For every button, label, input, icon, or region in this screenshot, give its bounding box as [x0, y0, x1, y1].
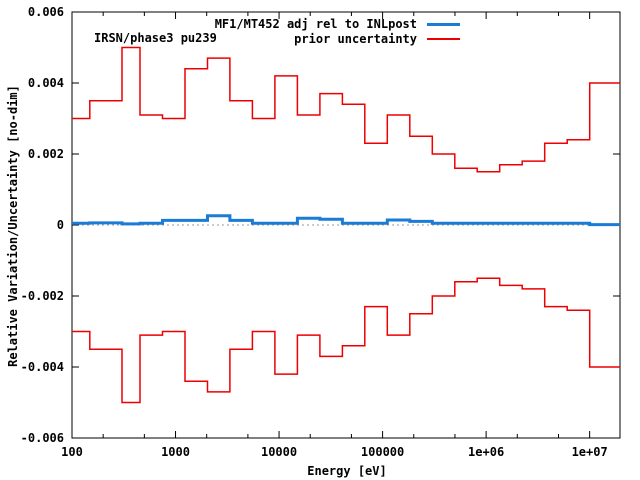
x-tick-label: 100 [61, 445, 83, 459]
y-tick-label: 0.004 [27, 76, 64, 90]
y-tick-label: -0.004 [20, 360, 64, 374]
legend-entry-adjustment: MF1/MT452 adj rel to INLpost [215, 17, 460, 31]
series-lower-prior-uncertainty [72, 277, 620, 404]
legend-line-sample-blue [427, 22, 460, 26]
legend: MF1/MT452 adj rel to INLpost prior uncer… [215, 17, 460, 46]
x-tick-label: 100000 [360, 445, 405, 459]
x-tick-label: 10000 [260, 445, 298, 459]
y-tick-label: 0.002 [27, 147, 64, 161]
series-upper-mf1-mt452-adj-rel-to-inlpost [72, 214, 620, 227]
y-tick-label: 0 [56, 218, 64, 232]
y-tick-label: 0.006 [27, 5, 64, 19]
series-upper-prior-uncertainty [72, 46, 620, 173]
plot-title-label: IRSN/phase3 pu239 [94, 31, 217, 45]
y-tick-label: -0.006 [20, 431, 64, 445]
legend-label-adjustment: MF1/MT452 adj rel to INLpost [214, 17, 417, 31]
legend-entry-prior-uncertainty: prior uncertainty [215, 32, 460, 46]
x-tick-label: 1000 [161, 445, 190, 459]
x-tick-label: 1e+06 [468, 445, 505, 459]
x-tick-label: 1e+07 [571, 445, 608, 459]
legend-line-sample-red [427, 38, 460, 40]
y-tick-label: -0.002 [20, 289, 64, 303]
x-axis-title: Energy [eV] [307, 464, 387, 478]
legend-label-prior-uncertainty: prior uncertainty [294, 32, 417, 46]
